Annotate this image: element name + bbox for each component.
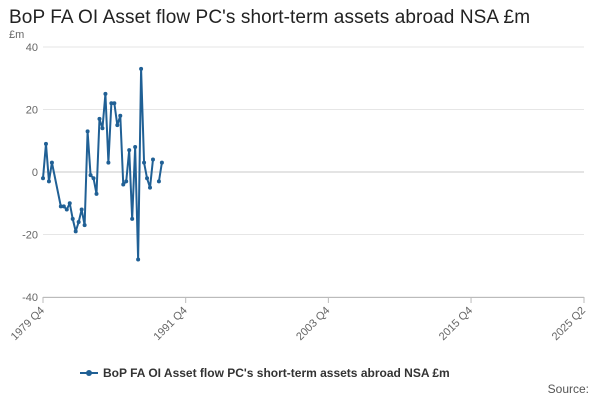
y-tick-label: 40 bbox=[26, 42, 38, 54]
data-point bbox=[133, 145, 138, 149]
data-point bbox=[88, 173, 93, 178]
data-point bbox=[159, 160, 164, 165]
data-point bbox=[58, 204, 63, 209]
y-tick-label: 20 bbox=[26, 105, 38, 117]
data-point bbox=[76, 220, 81, 224]
data-point bbox=[127, 148, 132, 153]
data-point bbox=[82, 223, 87, 228]
data-point bbox=[103, 91, 108, 96]
data-point bbox=[142, 160, 147, 165]
data-point bbox=[100, 126, 105, 131]
gridlines bbox=[43, 46, 584, 298]
y-axis-label: £m bbox=[9, 29, 24, 41]
data-point bbox=[79, 207, 84, 212]
legend-line-icon bbox=[80, 368, 98, 378]
data-point bbox=[124, 179, 129, 184]
data-point bbox=[118, 113, 123, 118]
data-point bbox=[106, 160, 111, 165]
x-tick-label: 2025 Q2 bbox=[550, 305, 588, 343]
legend: BoP FA OI Asset flow PC's short-term ass… bbox=[80, 366, 450, 380]
data-point bbox=[145, 176, 150, 181]
data-point bbox=[85, 129, 90, 134]
y-tick-label: -40 bbox=[22, 292, 38, 304]
data-point bbox=[64, 207, 69, 212]
data-point bbox=[136, 257, 141, 262]
data-point bbox=[139, 66, 144, 71]
data-point bbox=[150, 157, 155, 162]
data-point bbox=[97, 116, 102, 121]
data-point bbox=[94, 191, 99, 196]
data-point bbox=[61, 204, 66, 209]
y-tick-label: 0 bbox=[32, 167, 38, 179]
data-point bbox=[148, 185, 153, 190]
x-tick-label: 2015 Q4 bbox=[437, 305, 475, 343]
data-point bbox=[67, 201, 72, 206]
data-point bbox=[70, 216, 75, 221]
data-point bbox=[156, 179, 161, 184]
data-point bbox=[49, 160, 54, 165]
series-plot bbox=[41, 66, 164, 262]
data-point bbox=[121, 182, 126, 187]
data-point bbox=[73, 229, 78, 234]
data-point bbox=[46, 179, 51, 184]
legend-label: BoP FA OI Asset flow PC's short-term ass… bbox=[103, 366, 450, 380]
x-tick-label: 1991 Q4 bbox=[151, 305, 189, 343]
data-point bbox=[109, 101, 114, 106]
data-point bbox=[115, 123, 120, 128]
x-tick-label: 2003 Q4 bbox=[294, 305, 332, 343]
x-tick-label: 1979 Q4 bbox=[9, 305, 47, 343]
chart-title: BoP FA OI Asset flow PC's short-term ass… bbox=[9, 7, 531, 28]
y-tick-label: -20 bbox=[22, 230, 38, 242]
data-point bbox=[130, 216, 135, 221]
data-point bbox=[91, 176, 96, 181]
source-label: Source: bbox=[547, 382, 589, 396]
data-point bbox=[41, 176, 45, 181]
data-point bbox=[112, 101, 117, 106]
data-point bbox=[43, 141, 48, 146]
